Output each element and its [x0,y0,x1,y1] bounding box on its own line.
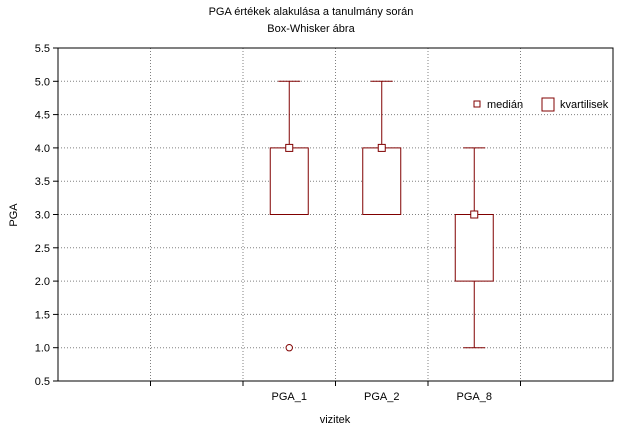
y-tick-label: 2.5 [35,243,50,255]
outlier-point [285,344,293,352]
legend-median-label: medián [487,99,523,111]
x-tick-label: PGA_2 [364,391,399,403]
legend-quartile-label: kvartilisek [560,99,609,111]
median-marker [470,210,479,219]
y-tick-label: 2.0 [35,276,50,288]
x-tick-label: PGA_1 [272,391,307,403]
y-tick-label: 1.5 [35,309,50,321]
y-axis-label: PGA [8,203,20,227]
x-axis-label: vizitek [320,414,351,426]
y-tick-label: 3.0 [35,210,50,222]
grid [58,48,613,381]
legend-quartile-marker [541,97,555,112]
y-tick-label: 4.0 [35,143,50,155]
x-axis-ticks: PGA_1 PGA_2 PGA_8 [150,381,521,403]
median-marker [377,143,386,152]
box-plot-series [269,80,494,352]
box-pga-1 [269,80,309,352]
legend: medián kvartilisek [473,97,609,112]
quartile-box [454,214,494,282]
x-tick-label: PGA_8 [457,391,492,403]
y-tick-label: 0.5 [35,376,50,388]
y-tick-label: 3.5 [35,176,50,188]
y-tick-label: 4.5 [35,110,50,122]
box-pga-8 [454,147,494,349]
quartile-box [362,147,402,215]
box-pga-2 [362,80,402,215]
legend-median-marker [473,100,481,108]
y-axis-ticks: 5.5 5.0 4.5 4.0 3.5 3.0 2.5 2.0 1.5 1.0 0.5 [35,43,58,388]
y-tick-label: 5.0 [35,76,50,88]
quartile-box [269,147,309,215]
chart-title: PGA értékek alakulása a tanulmány során [209,6,414,18]
median-marker [285,143,294,152]
y-tick-label: 5.5 [35,43,50,55]
y-tick-label: 1.0 [35,343,50,355]
chart-subtitle: Box-Whisker ábra [267,23,355,35]
